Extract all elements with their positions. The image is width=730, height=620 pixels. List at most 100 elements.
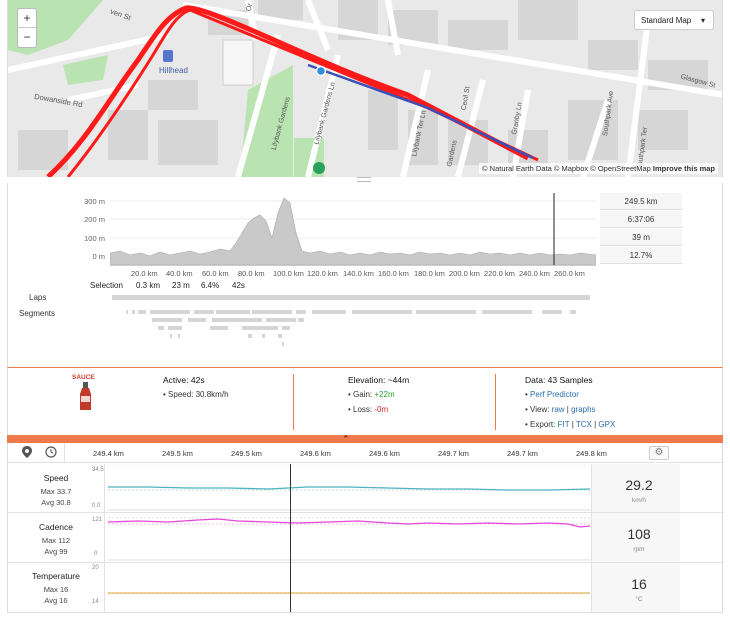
export-tcx-link[interactable]: TCX [575, 420, 592, 429]
elevation-loss: • Loss: -0m [348, 405, 389, 414]
y-tick-100: 100 m [84, 234, 105, 243]
selection-time: 42s [232, 281, 245, 290]
zoom-out-button[interactable]: − [23, 30, 31, 44]
export-item: • Export: FIT | TCX | GPX [525, 420, 616, 429]
cadence-value-cell [591, 513, 680, 562]
speed-y-min: 0.0 [92, 503, 101, 509]
view-graphs-link[interactable]: graphs [571, 405, 596, 414]
speed-y-max: 34.5 [92, 467, 104, 473]
stream-cursor[interactable] [290, 464, 291, 612]
segments-track[interactable] [112, 308, 590, 356]
export-gpx-link[interactable]: GPX [598, 420, 616, 429]
temperature-y-max: 20 [92, 565, 99, 571]
segments-label: Segments [19, 309, 56, 318]
elevation-gain: • Gain: +22m [348, 390, 395, 399]
cadence-max: Max 112 [41, 536, 71, 545]
gear-icon[interactable]: ⚙ [649, 446, 669, 460]
temperature-stream-name: Temperature [32, 571, 80, 581]
distance-tick: 249.8 km [576, 449, 607, 458]
route-map[interactable]: Hillhead Dowanside Rd Lilybank Gardens L… [7, 0, 723, 177]
info-divider [293, 374, 294, 430]
speed-max: Max 33.7 [40, 487, 72, 496]
view-separator: | [564, 405, 572, 414]
speed-stream-chart[interactable] [108, 465, 590, 511]
cadence-y-max: 121 [92, 517, 103, 523]
distance-tick: 249.6 km [300, 449, 331, 458]
map-attribution: © Natural Earth Data © Mapbox © OpenStre… [479, 163, 718, 174]
cadence-y-min: 0 [94, 551, 98, 557]
data-header: Data: 43 Samples [525, 375, 593, 385]
map-label-hillhead: Hillhead [159, 66, 188, 75]
cadence-stream-name: Cadence [38, 522, 74, 532]
x-tick-100: 100.0 km [273, 269, 304, 278]
map-pin-icon[interactable] [18, 446, 36, 460]
gain-value: +22m [374, 390, 395, 399]
distance-tick: 249.7 km [507, 449, 538, 458]
cadence-current-value: 108 [627, 526, 651, 542]
x-tick-40: 40.0 km [166, 269, 193, 278]
view-raw-link[interactable]: raw [551, 405, 565, 414]
laps-label: Laps [29, 293, 47, 302]
x-tick-260: 260.0 km [554, 269, 585, 278]
active-header: Active: 42s [163, 375, 205, 385]
cadence-stream-chart[interactable] [108, 514, 590, 561]
speed-current-value: 29.2 [625, 477, 653, 493]
collapse-handle-icon[interactable]: ⌃ [342, 434, 350, 444]
selection-info-panel: SAUCE Active: 42s • Speed: 30.8km/h Elev… [7, 367, 723, 435]
x-tick-180: 180.0 km [414, 269, 445, 278]
panel-resize-bar[interactable]: ⌃ [7, 434, 723, 444]
speed-avg: Avg 30.8 [41, 498, 71, 507]
temperature-current-value: 16 [631, 576, 647, 592]
export-separator: | [569, 420, 576, 429]
distance-tick: 249.5 km [231, 449, 262, 458]
selection-label: Selection [90, 281, 123, 290]
elevation-profile-chart[interactable] [110, 193, 596, 265]
perf-predictor-link[interactable]: Perf Predictor [530, 390, 579, 399]
export-label: Export: [530, 420, 558, 429]
loss-value: -0m [374, 405, 389, 414]
info-divider [495, 374, 496, 430]
map-canvas[interactable] [8, 0, 723, 177]
lap-bar[interactable] [112, 295, 590, 300]
speed-stream-name: Speed [43, 473, 69, 483]
park-poi-icon [313, 162, 325, 174]
selection-distance: 0.3 km [136, 281, 161, 290]
streams-panel: 249.4 km 249.5 km 249.5 km 249.6 km 249.… [7, 443, 724, 613]
stat-grade: 12.7% [600, 247, 682, 264]
export-fit-link[interactable]: FIT [557, 420, 570, 429]
temperature-avg: Avg 16 [44, 596, 68, 605]
map-style-selector[interactable]: Standard Map ▾ [634, 10, 714, 30]
cadence-unit: rpm [633, 546, 645, 553]
temperature-unit: °C [635, 596, 643, 603]
x-tick-240: 240.0 km [519, 269, 550, 278]
stat-distance: 249.5 km [600, 193, 682, 210]
distance-tick: 249.7 km [438, 449, 469, 458]
position-marker-icon [315, 65, 327, 77]
active-speed: • Speed: 30.8km/h [163, 390, 229, 399]
speed-unit: km/h [631, 497, 647, 504]
selection-elevation: 23 m [172, 281, 190, 290]
improve-map-link[interactable]: Improve this map [652, 164, 715, 173]
stat-elevation: 39 m [600, 229, 682, 246]
elevation-area [110, 197, 596, 265]
zoom-control: + − [17, 8, 37, 48]
x-tick-140: 140.0 km [343, 269, 374, 278]
temperature-value-cell [591, 563, 680, 612]
loss-label: Loss: [353, 405, 375, 414]
sauce-logo: SAUCE [72, 374, 95, 381]
x-tick-20: 20.0 km [131, 269, 158, 278]
view-item: • View: raw | graphs [525, 405, 596, 414]
zoom-in-button[interactable]: + [18, 9, 36, 28]
elevation-header: Elevation: ~44m [348, 375, 410, 385]
x-tick-80: 80.0 km [238, 269, 265, 278]
temperature-max: Max 16 [43, 585, 69, 594]
distance-tick: 249.5 km [162, 449, 193, 458]
y-tick-300: 300 m [84, 197, 105, 206]
x-tick-220: 220.0 km [484, 269, 515, 278]
y-tick-200: 200 m [84, 215, 105, 224]
elevation-panel: 300 m 200 m 100 m 0 m 20.0 km 40.0 km 60… [7, 183, 723, 368]
clock-icon[interactable] [42, 446, 60, 460]
temperature-stream-chart[interactable] [108, 563, 590, 611]
resize-handle[interactable] [357, 177, 371, 182]
export-separator: | [591, 420, 599, 429]
